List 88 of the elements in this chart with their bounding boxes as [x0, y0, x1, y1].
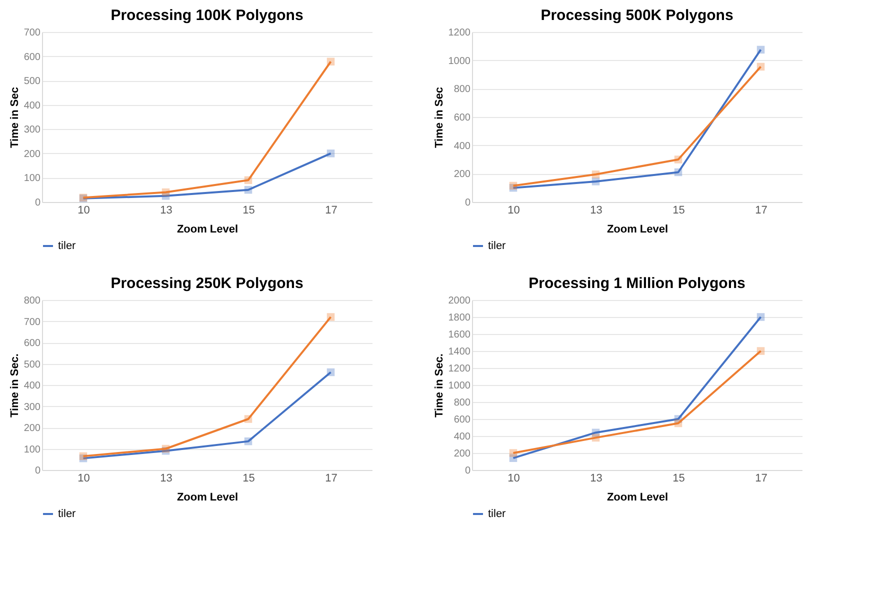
point	[756, 347, 765, 355]
y-tick-label: 1000	[448, 380, 471, 392]
legend-label: tiler	[488, 508, 506, 520]
point	[326, 150, 335, 158]
y-tick-label: 1200	[448, 364, 471, 374]
y-tick-label: 200	[24, 423, 41, 434]
x-tick-label: 13	[160, 472, 172, 484]
x-tick-label: 15	[672, 204, 685, 216]
y-tick-label: 400	[454, 140, 471, 152]
x-tick-label: 15	[242, 204, 255, 216]
point	[592, 434, 600, 442]
point	[244, 176, 252, 184]
point	[756, 313, 765, 321]
point	[162, 444, 170, 453]
legend-label: tiler	[488, 240, 506, 252]
y-tick-label: 300	[24, 124, 41, 136]
x-tick-label: 10	[78, 472, 90, 484]
x-tick-label: 17	[755, 472, 768, 484]
y-tick-label: 0	[34, 466, 41, 476]
y-tick-label: 200	[454, 448, 471, 460]
x-tick-label: 13	[590, 204, 602, 216]
point	[674, 419, 682, 428]
y-tick-label: 600	[24, 52, 41, 63]
y-tick-label: 0	[464, 466, 471, 476]
point	[592, 170, 600, 178]
point	[244, 437, 252, 446]
point	[592, 178, 600, 186]
x-tick-label: 13	[160, 204, 172, 216]
y-tick-label: 800	[454, 84, 471, 96]
x-tick-label: 15	[242, 472, 255, 484]
x-tick-label: 17	[325, 472, 338, 484]
y-tick-label: 1200	[448, 28, 471, 38]
x-tick-label: 17	[325, 204, 338, 216]
x-tick-label: 15	[672, 472, 685, 484]
y-tick-label: 1800	[448, 312, 471, 324]
y-tick-label: 200	[454, 169, 471, 180]
x-tick-label: 10	[78, 204, 90, 216]
y-tick-label: 1000	[448, 56, 471, 67]
y-tick-label: 800	[454, 398, 471, 408]
chart-title: Processing 250K Polygons	[110, 275, 304, 292]
y-tick-label: 400	[24, 380, 41, 392]
y-axis-title: Time in Sec.	[8, 354, 21, 418]
y-tick-label: 600	[24, 338, 41, 349]
y-tick-label: 800	[24, 296, 41, 306]
x-tick-label: 13	[590, 472, 602, 484]
point	[326, 368, 335, 376]
y-tick-label: 400	[454, 432, 471, 442]
point	[244, 186, 252, 194]
y-tick-label: 700	[24, 28, 41, 38]
point	[674, 156, 682, 164]
point	[674, 168, 682, 176]
legend-label: tiler	[58, 508, 76, 520]
y-tick-label: 400	[24, 100, 41, 112]
y-axis-title: Time in Sec	[433, 87, 446, 148]
point	[326, 313, 335, 321]
point	[756, 62, 765, 71]
point	[162, 188, 170, 196]
legend-label: tiler	[58, 240, 76, 252]
y-tick-label: 500	[24, 76, 41, 88]
y-tick-label: 1400	[448, 346, 471, 358]
x-tick-label: 10	[508, 472, 520, 484]
x-tick-label: 10	[508, 204, 520, 216]
y-axis-title: Time in Sec	[8, 87, 21, 148]
x-axis-title: Zoom Level	[176, 224, 238, 236]
y-tick-label: 1600	[448, 330, 471, 340]
x-axis-title: Zoom Level	[606, 492, 668, 504]
y-tick-label: 600	[454, 414, 471, 426]
chart-title: Processing 100K Polygons	[110, 7, 304, 24]
y-tick-label: 300	[24, 402, 41, 413]
point	[756, 46, 765, 54]
x-axis-title: Zoom Level	[176, 492, 238, 504]
y-tick-label: 700	[24, 316, 41, 328]
chart-title: Processing 1 Million Polygons	[528, 275, 746, 292]
x-axis-title: Zoom Level	[606, 224, 668, 236]
point	[326, 58, 335, 66]
y-axis-title: Time in Sec.	[433, 354, 446, 418]
point	[244, 415, 252, 423]
y-tick-label: 500	[24, 359, 41, 370]
y-tick-label: 2000	[448, 296, 471, 306]
y-tick-label: 100	[24, 444, 41, 456]
y-tick-label: 200	[24, 148, 41, 160]
y-tick-label: 100	[24, 173, 41, 184]
y-tick-label: 0	[464, 198, 471, 208]
point	[509, 449, 518, 457]
y-tick-label: 0	[34, 198, 41, 208]
chart-title: Processing 500K Polygons	[540, 7, 734, 24]
x-tick-label: 17	[755, 204, 768, 216]
y-tick-label: 600	[454, 112, 471, 124]
